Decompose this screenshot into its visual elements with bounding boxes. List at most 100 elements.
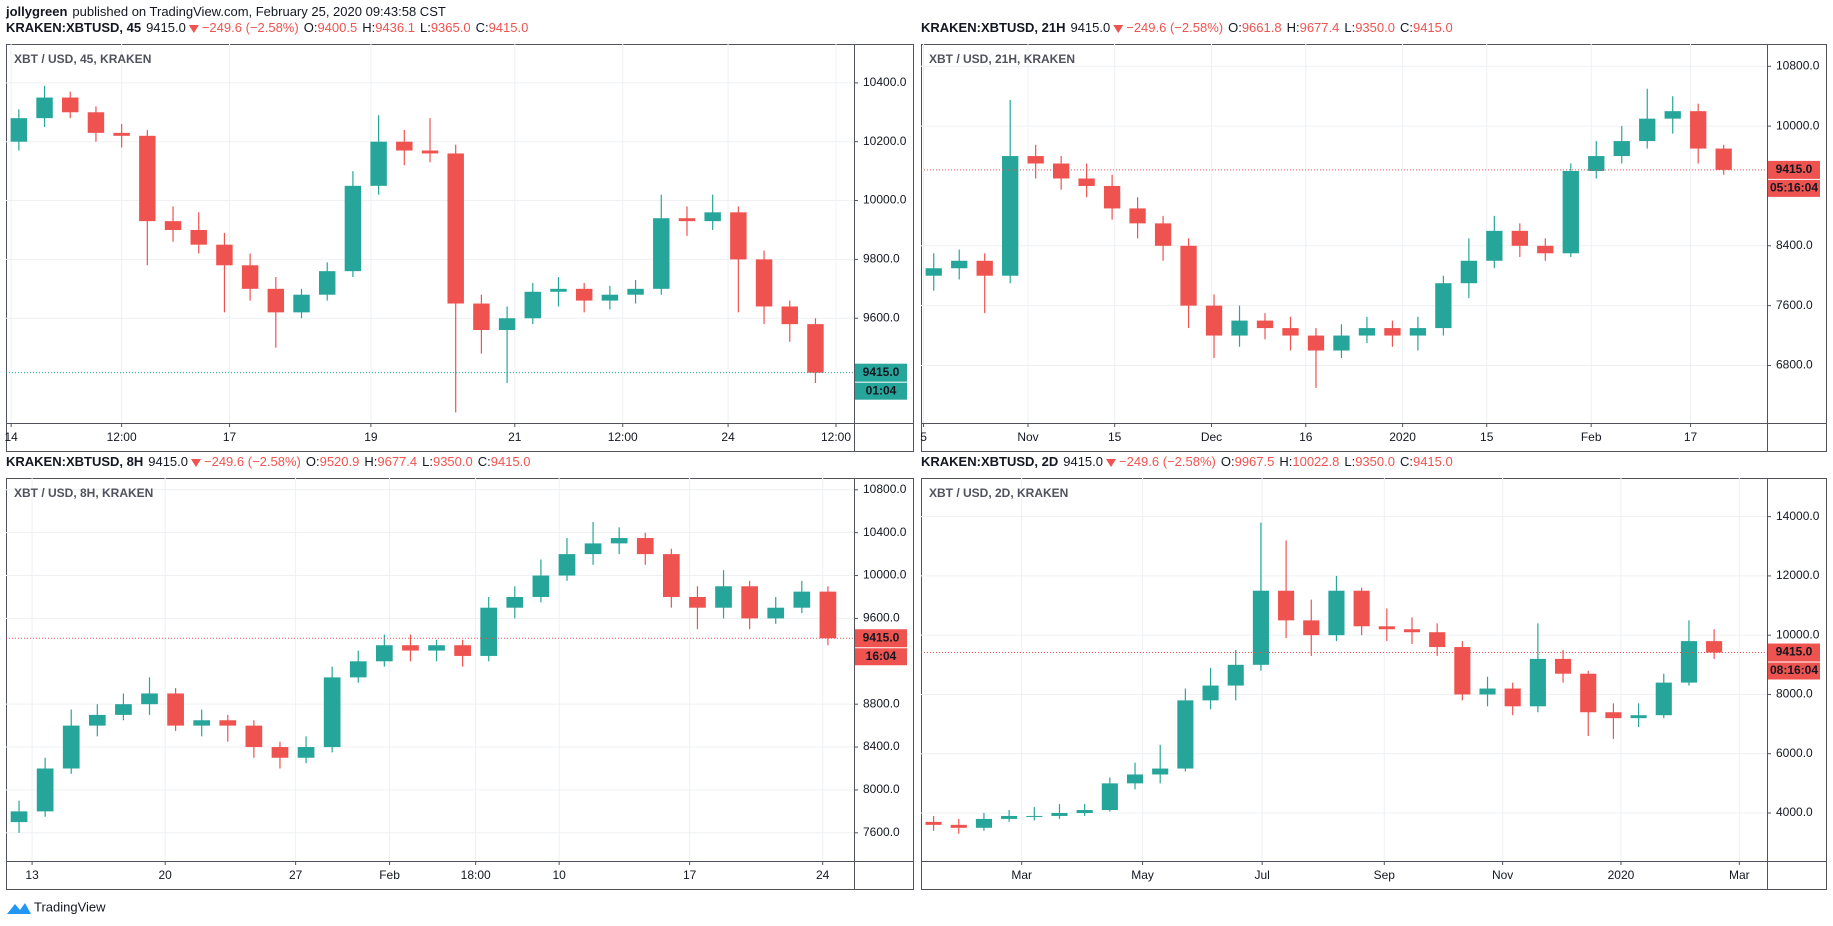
chart-header: KRAKEN:XBTUSD, 2D 9415.0 −249.6 (−2.58%) O:…	[921, 454, 1453, 469]
candle-body	[1460, 260, 1478, 284]
chart-title: XBT / USD, 8H, KRAKEN	[14, 486, 153, 500]
candle-body	[219, 720, 237, 726]
chart-header: KRAKEN:XBTUSD, 45 9415.0 −249.6 (−2.58%) O:…	[6, 20, 528, 35]
candle-body	[1126, 774, 1144, 784]
x-tick-label: 21	[508, 430, 522, 444]
y-tick-label: 9600.0	[863, 310, 900, 324]
down-arrow	[188, 25, 199, 33]
down-arrow	[1106, 459, 1116, 467]
ohlc-label: O:	[304, 20, 318, 35]
x-tick-label: Feb	[379, 868, 400, 882]
ohlc-value: 9365.0	[431, 20, 471, 35]
candle-body	[715, 586, 732, 608]
last-price-tag	[855, 363, 907, 382]
last-price-header: 9415.0	[1070, 20, 1110, 35]
candle-body	[297, 747, 315, 758]
x-tick-label: Jul	[1254, 868, 1269, 882]
candle-body	[807, 324, 824, 373]
y-tick-label: 10800.0	[863, 482, 907, 496]
x-tick-label: 2020	[1608, 868, 1635, 882]
candle-body	[976, 260, 993, 276]
candle-body	[1454, 647, 1471, 695]
panel-frame	[6, 44, 914, 452]
countdown-tag	[1768, 179, 1820, 197]
candle-body	[1384, 328, 1401, 336]
last-price-label: 9415.0	[1776, 645, 1813, 659]
x-tick-label: 20	[158, 868, 172, 882]
ohlc-value: 9415.0	[491, 454, 531, 469]
candle-body	[1205, 305, 1223, 336]
candle-body	[1256, 320, 1274, 329]
candle-body	[88, 714, 106, 726]
candle-body	[1690, 111, 1707, 149]
candle-body	[447, 153, 464, 304]
candle-body	[271, 747, 289, 758]
ohlc-label: C:	[1400, 454, 1413, 469]
candle-body	[1715, 148, 1732, 170]
candle-body	[1231, 320, 1248, 336]
symbol: KRAKEN:XBTUSD, 45	[6, 20, 141, 35]
candle-body	[1706, 641, 1723, 653]
panel-frame	[921, 478, 1827, 890]
candle-body	[1052, 163, 1070, 179]
candle-body	[1529, 658, 1546, 707]
candle-body	[1358, 328, 1376, 336]
candle-body	[245, 725, 263, 748]
candle-body	[781, 306, 798, 325]
candle-body	[1664, 111, 1681, 119]
candle-body	[1103, 185, 1121, 209]
last-price-header: 9415.0	[146, 20, 186, 35]
candle-body	[532, 575, 550, 597]
ohlc-value: 9400.5	[317, 20, 357, 35]
candle-body	[951, 260, 968, 269]
candle-body	[115, 704, 132, 715]
footer-logo: TradingView	[7, 899, 106, 914]
candle-body	[1328, 590, 1345, 636]
candle-body	[1639, 118, 1656, 142]
x-tick-label: 10	[552, 868, 566, 882]
ohlc-value: 9415.0	[489, 20, 529, 35]
y-tick-label: 8000.0	[1776, 687, 1813, 701]
y-tick-label: 9800.0	[863, 252, 900, 266]
candle-body	[1152, 768, 1169, 775]
x-tick-label: 17	[1684, 430, 1698, 444]
candle-body	[216, 244, 233, 266]
candle-body	[601, 294, 619, 301]
chart-title: XBT / USD, 2D, KRAKEN	[929, 486, 1068, 500]
candle-body	[678, 218, 696, 222]
ohlc-label: C:	[476, 20, 489, 35]
candle-body	[139, 135, 156, 222]
x-tick-label: 14	[4, 430, 18, 444]
ohlc-value: 9415.0	[1413, 20, 1453, 35]
last-price-label: 9415.0	[863, 630, 900, 644]
x-tick-label: May	[1131, 868, 1154, 882]
y-tick-label: 10800.0	[1776, 58, 1820, 72]
candle-body	[767, 607, 785, 619]
chart-header: KRAKEN:XBTUSD, 8H 9415.0 −249.6 (−2.58%) O:…	[6, 454, 531, 469]
chart-panel: KRAKEN:XBTUSD, 21H 9415.0 −249.6 (−2.58%) O…	[920, 20, 1827, 452]
candle-body	[610, 538, 628, 544]
ohlc-value: 9661.8	[1242, 20, 1282, 35]
candle-body	[1252, 590, 1269, 665]
candle-body	[1409, 328, 1427, 336]
candle-body	[190, 229, 207, 245]
candle-body	[689, 596, 706, 608]
candle-body	[36, 97, 53, 119]
candle-body	[498, 318, 516, 331]
candle-body	[1101, 783, 1118, 811]
x-tick-label: Nov	[1017, 430, 1038, 444]
candle-body	[1154, 223, 1172, 246]
y-tick-label: 12000.0	[1776, 568, 1820, 582]
x-tick-label: 15	[1108, 430, 1122, 444]
ohlc-label: H:	[364, 454, 377, 469]
down-arrow	[1113, 25, 1124, 33]
down-arrow	[191, 459, 201, 467]
candle-body	[550, 288, 567, 292]
ohlc-label: C:	[478, 454, 491, 469]
y-tick-label: 10400.0	[863, 525, 907, 539]
candle-body	[1051, 812, 1068, 816]
candle-body	[730, 212, 747, 260]
countdown-label: 05:16:04	[1770, 181, 1818, 195]
countdown-tag	[855, 382, 907, 400]
